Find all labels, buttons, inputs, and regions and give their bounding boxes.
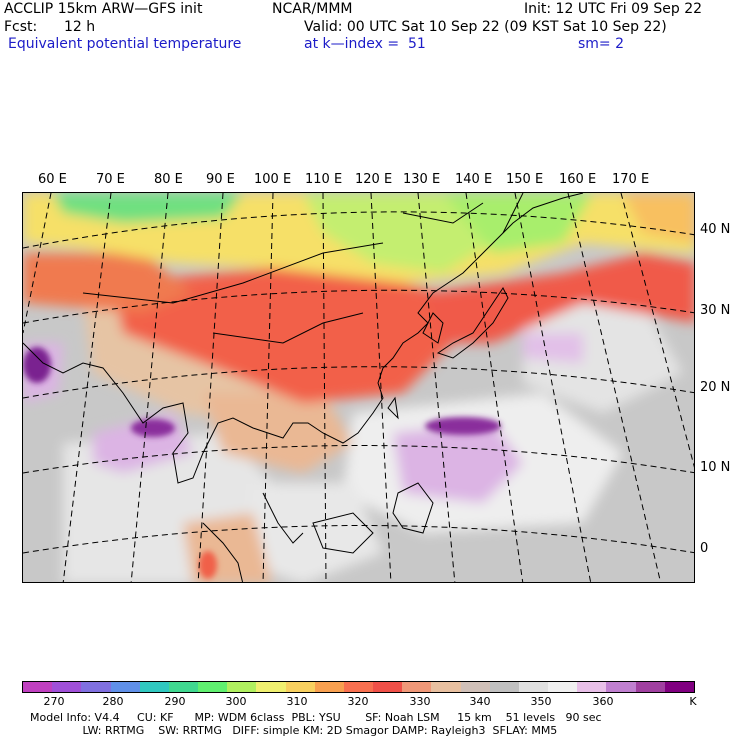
colorbar-swatch [256,682,286,692]
model-level: at k—index = 51 [304,36,426,52]
field-region [623,193,694,243]
graticule [23,193,694,582]
field-region [131,419,175,437]
colorbar-tick: 290 [164,695,186,708]
colorbar-tick: 270 [43,695,65,708]
physics-info-line: LW: RRTMG SW: RRTMG DIFF: simple KM: 2D … [30,724,558,737]
colorbar-tick: 360 [592,695,614,708]
colorbar [22,681,695,693]
colorbar-swatch [168,682,199,692]
theta-e-map [23,193,694,582]
lon-label-130e: 130 E [403,172,441,187]
field-region [23,347,51,383]
field-region [423,253,694,343]
colorbar-tick: 330 [409,695,431,708]
colorbar-swatch [460,682,490,692]
colorbar-swatch [606,682,636,692]
field-region [203,393,353,473]
organization-label: NCAR/MMM [272,1,353,17]
colorbar-swatch [52,682,82,692]
valid-time: Valid: 00 UTC Sat 10 Sep 22 (09 KST Sat … [304,19,667,35]
lat-label-10n: 10 N [700,460,731,475]
colorbar-tick: 300 [225,695,247,708]
colorbar-swatch [227,682,257,692]
model-info-line: Model Info: V4.4 CU: KF MP: WDM 6class P… [30,711,602,724]
field-region [443,193,593,253]
lon-label-100e: 100 E [254,172,292,187]
colorbar-swatch [548,682,578,692]
colorbar-swatch [489,682,519,692]
colorbar-tick: 350 [530,695,552,708]
lon-label-60e: 60 E [38,172,67,187]
colorbar-swatch [402,682,432,692]
lon-label-160e: 160 E [559,172,597,187]
colorbar-tick: 320 [347,695,369,708]
colorbar-swatch [577,682,607,692]
colorbar-swatch [110,682,140,692]
init-time: Init: 12 UTC Fri 09 Sep 22 [524,1,703,17]
forecast-label: Fcst: [4,19,38,35]
field-region [303,193,493,273]
field-region [53,193,243,223]
colorbar-swatch [23,682,53,692]
field-region [523,303,683,413]
lon-label-110e: 110 E [305,172,343,187]
lon-label-70e: 70 E [96,172,125,187]
field-region [243,483,383,582]
colorbar-swatch [635,682,665,692]
colorbar-tick: 280 [102,695,124,708]
field-region [425,417,501,435]
lat-label-40n: 40 N [700,222,731,237]
lat-label-30n: 30 N [700,303,731,318]
colorbar-swatch [431,682,461,692]
field-name: Equivalent potential temperature [8,36,242,52]
model-title: ACCLIP 15km ARW—GFS init [4,1,203,17]
lon-label-140e: 140 E [455,172,493,187]
lon-label-170e: 170 E [612,172,650,187]
colorbar-unit: K [689,695,697,708]
lon-label-90e: 90 E [206,172,235,187]
colorbar-swatch [198,682,228,692]
colorbar-swatch [139,682,169,692]
forecast-hour: 12 h [64,19,96,35]
colorbar-tick: 340 [469,695,491,708]
colorbar-tick: 310 [286,695,308,708]
colorbar-swatch [518,682,549,692]
field-region [113,263,453,403]
colorbar-swatch [373,682,403,692]
colorbar-swatch [314,682,344,692]
field-region [393,423,523,503]
colorbar-swatch [81,682,111,692]
lon-label-80e: 80 E [154,172,183,187]
field-region [23,253,193,313]
colorbar-swatch [285,682,315,692]
lat-label-20n: 20 N [700,380,731,395]
field-region [199,551,217,579]
colorbar-swatch [664,682,694,692]
lat-label-equator: 0 [700,541,709,556]
map-panel [22,192,695,583]
lon-label-120e: 120 E [355,172,393,187]
smoothing-label: sm= 2 [578,36,625,52]
colorbar-swatch [343,682,374,692]
coastlines [23,193,584,582]
field-region [523,333,583,363]
lon-label-150e: 150 E [506,172,544,187]
